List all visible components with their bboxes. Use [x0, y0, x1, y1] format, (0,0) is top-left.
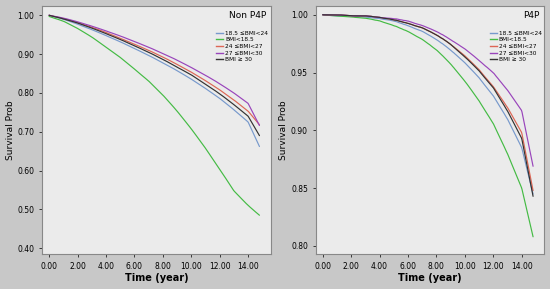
- X-axis label: Time (year): Time (year): [125, 273, 188, 284]
- Text: Non P4P: Non P4P: [229, 10, 266, 20]
- Y-axis label: Survival Prob: Survival Prob: [6, 100, 14, 160]
- X-axis label: Time (year): Time (year): [398, 273, 462, 284]
- Legend: 18.5 ≤BMI<24, BMI<18.5, 24 ≤BMI<27, 27 ≤BMI<30, BMI ≥ 30: 18.5 ≤BMI<24, BMI<18.5, 24 ≤BMI<27, 27 ≤…: [490, 31, 542, 62]
- Legend: 18.5 ≤BMI<24, BMI<18.5, 24 ≤BMI<27, 27 ≤BMI<30, BMI ≥ 30: 18.5 ≤BMI<24, BMI<18.5, 24 ≤BMI<27, 27 ≤…: [216, 31, 268, 62]
- Y-axis label: Survival Prob: Survival Prob: [279, 100, 288, 160]
- Text: P4P: P4P: [524, 10, 540, 20]
